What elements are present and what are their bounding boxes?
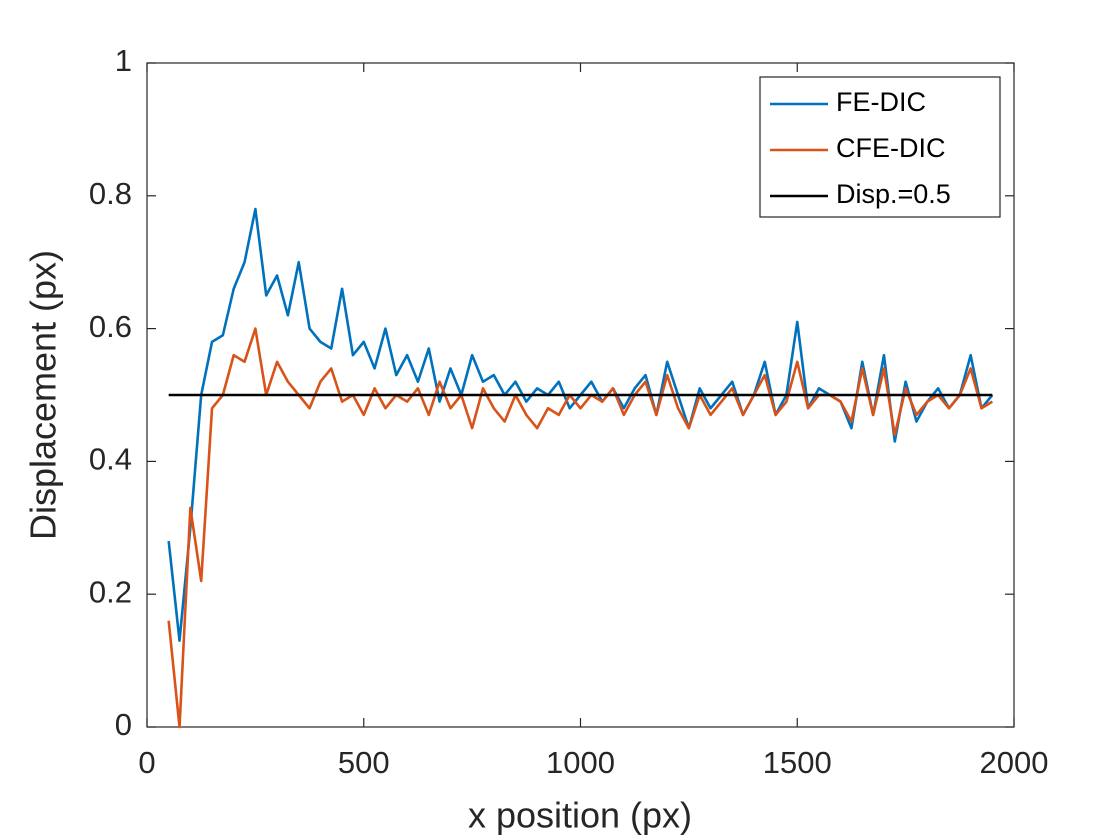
x-tick-label: 0 bbox=[138, 745, 155, 780]
y-tick-label: 0.8 bbox=[89, 176, 132, 211]
x-axis-label: x position (px) bbox=[468, 795, 692, 836]
legend-label: Disp.=0.5 bbox=[836, 179, 951, 209]
y-axis-label: Displacement (px) bbox=[23, 250, 64, 540]
x-tick-label: 500 bbox=[338, 745, 390, 780]
y-tick-label: 0.4 bbox=[89, 442, 132, 477]
y-tick-label: 0.6 bbox=[89, 309, 132, 344]
legend-label: CFE-DIC bbox=[836, 133, 946, 163]
x-tick-label: 2000 bbox=[980, 745, 1049, 780]
y-tick-label: 1 bbox=[115, 43, 132, 78]
legend-box bbox=[759, 76, 1001, 218]
legend-label: FE-DIC bbox=[836, 87, 926, 117]
series-line bbox=[167, 327, 994, 729]
y-tick-label: 0.2 bbox=[89, 574, 132, 609]
x-tick-label: 1000 bbox=[546, 745, 615, 780]
x-tick-label: 1500 bbox=[763, 745, 832, 780]
y-tick-label: 0 bbox=[115, 707, 132, 742]
